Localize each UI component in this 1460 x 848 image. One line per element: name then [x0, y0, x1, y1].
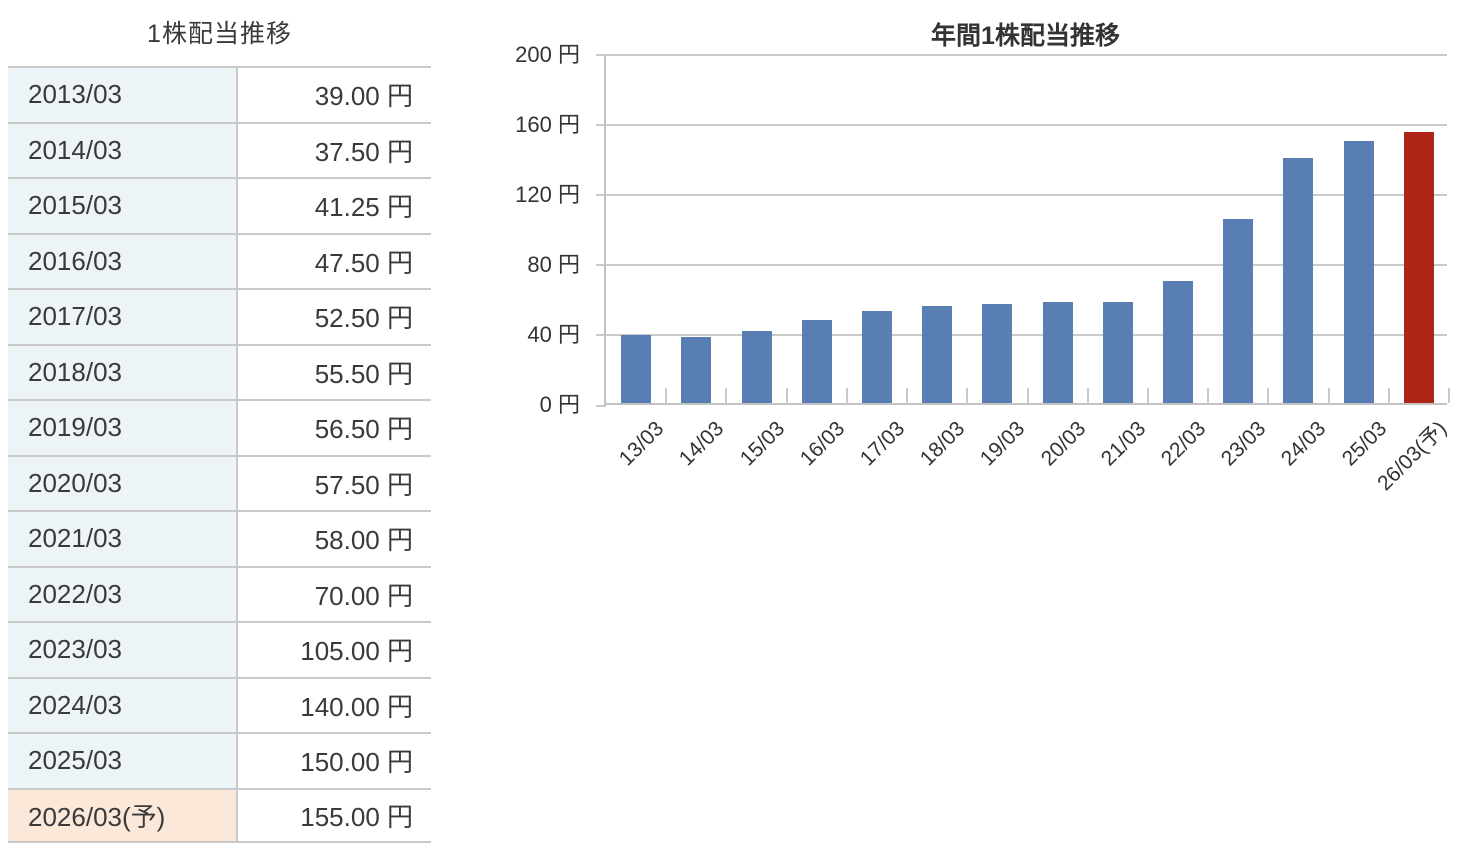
year-cell: 2025/03	[8, 734, 238, 788]
table-row: 2026/03(予) 155.00 円	[8, 787, 431, 843]
dividend-value-cell: 47.50 円	[238, 234, 431, 288]
forecast-bar	[1403, 131, 1434, 403]
bar	[681, 337, 712, 403]
y-axis-tick	[596, 194, 606, 196]
y-axis-tick	[596, 264, 606, 266]
x-axis-tick	[725, 388, 728, 403]
year-cell: 2023/03	[8, 623, 238, 677]
x-axis-tick	[906, 388, 909, 403]
dividend-value-cell: 105.00 円	[238, 623, 431, 677]
x-axis-tick	[785, 388, 788, 403]
table-row: 2017/03 52.50 円	[8, 288, 431, 344]
bar	[801, 319, 832, 403]
grid-line	[606, 54, 1447, 56]
dividend-value-cell: 70.00 円	[238, 567, 431, 621]
x-axis-tick	[966, 388, 969, 403]
year-cell: 2019/03	[8, 401, 238, 455]
x-axis-tick	[1086, 388, 1089, 403]
bar	[1042, 302, 1073, 403]
dividend-value-cell: 41.25 円	[238, 179, 431, 233]
table-row: 2021/03 58.00 円	[8, 510, 431, 566]
year-cell: 2022/03	[8, 567, 238, 621]
table-row: 2014/03 37.50 円	[8, 121, 431, 177]
year-cell: 2026/03(予)	[8, 789, 238, 841]
bar	[1223, 219, 1254, 403]
table-row: 2015/03 41.25 円	[8, 177, 431, 233]
grid-line	[606, 264, 1447, 266]
y-axis-tick	[596, 124, 606, 126]
x-axis-tick	[1207, 388, 1210, 403]
dividend-value-cell: 150.00 円	[238, 734, 431, 788]
bar-chart-plot	[596, 54, 1450, 407]
x-axis-tick	[1387, 388, 1390, 403]
year-cell: 2016/03	[8, 234, 238, 288]
bar	[1343, 140, 1374, 403]
y-axis-tick	[596, 334, 606, 336]
table-row: 2023/03 105.00 円	[8, 621, 431, 677]
dividend-value-cell: 52.50 円	[238, 290, 431, 344]
dividend-value-cell: 155.00 円	[238, 789, 431, 841]
x-axis-tick	[845, 388, 848, 403]
y-axis-tick	[596, 405, 606, 407]
x-axis-tick	[1267, 388, 1270, 403]
year-cell: 2015/03	[8, 179, 238, 233]
x-axis-tick	[1026, 388, 1029, 403]
year-cell: 2013/03	[8, 68, 238, 122]
bar	[1283, 158, 1314, 403]
bar	[861, 311, 892, 403]
y-axis-label: 40 円	[527, 322, 580, 347]
dividend-table: 2013/03 39.00 円 2014/03 37.50 円 2015/03 41.25…	[8, 66, 431, 843]
bar	[1163, 280, 1194, 403]
table-row: 2018/03 55.50 円	[8, 343, 431, 399]
year-cell: 2020/03	[8, 456, 238, 510]
dividend-value-cell: 57.50 円	[238, 456, 431, 510]
chart-title: 年間1株配当推移	[931, 22, 1120, 50]
dividend-value-cell: 140.00 円	[238, 678, 431, 732]
dividend-value-cell: 58.00 円	[238, 512, 431, 566]
table-row: 2013/03 39.00 円	[8, 66, 431, 122]
dividend-value-cell: 55.50 円	[238, 345, 431, 399]
bar	[741, 330, 772, 403]
year-cell: 2021/03	[8, 512, 238, 566]
dividend-value-cell: 39.00 円	[238, 68, 431, 122]
y-axis-label: 160 円	[515, 112, 580, 137]
grid-line	[606, 334, 1447, 336]
y-axis-label: 0 円	[539, 392, 580, 417]
bar	[982, 304, 1013, 403]
x-axis-tick	[665, 388, 668, 403]
grid-line	[606, 124, 1447, 126]
grid-line	[606, 194, 1447, 196]
y-axis-label: 120 円	[515, 182, 580, 207]
year-cell: 2018/03	[8, 345, 238, 399]
year-cell: 2024/03	[8, 678, 238, 732]
year-cell: 2014/03	[8, 123, 238, 177]
dividend-table-title: 1株配当推移	[147, 20, 292, 48]
dividend-value-cell: 37.50 円	[238, 123, 431, 177]
table-row: 2016/03 47.50 円	[8, 232, 431, 288]
table-row: 2025/03 150.00 円	[8, 732, 431, 788]
bar	[621, 334, 652, 403]
year-cell: 2017/03	[8, 290, 238, 344]
table-row: 2019/03 56.50 円	[8, 399, 431, 455]
table-row: 2022/03 70.00 円	[8, 565, 431, 621]
y-axis-label: 80 円	[527, 252, 580, 277]
y-axis-tick	[596, 54, 606, 56]
bar	[922, 305, 953, 403]
x-axis-tick	[1448, 388, 1450, 403]
bar	[1102, 301, 1133, 403]
table-row: 2024/03 140.00 円	[8, 676, 431, 732]
x-axis-tick	[1146, 388, 1149, 403]
table-row: 2020/03 57.50 円	[8, 454, 431, 510]
x-axis-tick	[1327, 388, 1330, 403]
y-axis-label: 200 円	[515, 42, 580, 67]
dividend-chart-panel: 年間1株配当推移 0 円 40 円 80 円 120 円 160 円 200 円 13/0…	[440, 0, 1460, 560]
dividend-value-cell: 56.50 円	[238, 401, 431, 455]
